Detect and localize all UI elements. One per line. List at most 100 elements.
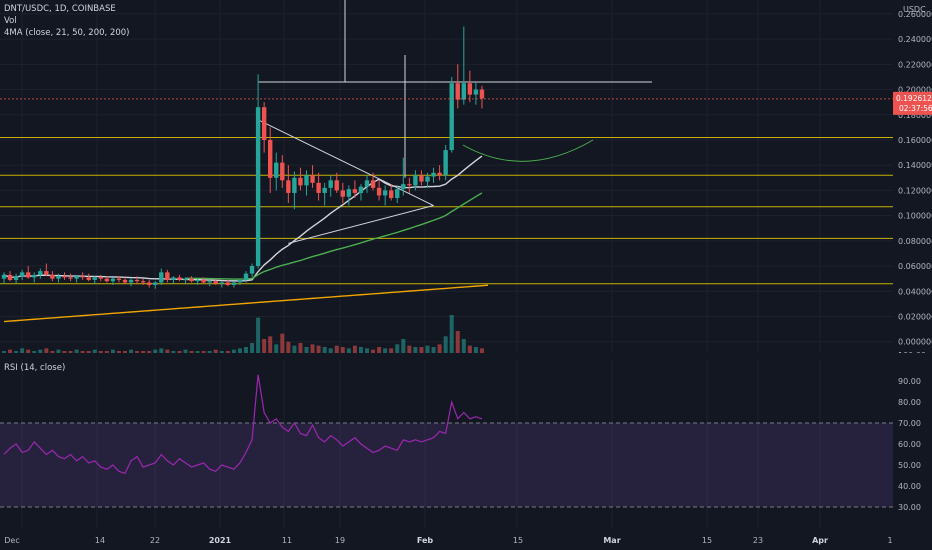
rsi-band-fill (0, 423, 893, 507)
volume-bar (213, 349, 218, 353)
volume-bar (14, 351, 19, 353)
volume-bar (407, 345, 412, 353)
time-tick-label: Feb (417, 536, 434, 545)
volume-bar (195, 351, 200, 353)
candle-body (261, 107, 267, 140)
candle-body (50, 274, 55, 279)
candle-body (328, 180, 333, 188)
candle-body (26, 272, 31, 278)
candle-body (171, 277, 176, 280)
volume-bar (225, 351, 230, 353)
candle-body (7, 274, 13, 280)
rsi-line (3, 374, 483, 475)
volume-bar (280, 333, 285, 353)
candle-body (140, 281, 146, 283)
volume-bar (62, 351, 67, 353)
candle-body (237, 279, 243, 283)
candle-body (255, 107, 261, 267)
volume-bar (371, 349, 376, 353)
currency-label: USDC (903, 5, 926, 14)
volume-bar (352, 345, 357, 353)
candle-body (376, 187, 382, 196)
candle-body (19, 272, 25, 277)
rsi-tick-label: 70.00 (898, 419, 921, 428)
rsi-tick-label: 80.00 (898, 398, 921, 407)
price-chart[interactable] (0, 0, 893, 353)
candle-body (68, 277, 73, 279)
current-price-value: 0.192612 (896, 94, 932, 103)
volume-bar (177, 351, 182, 353)
volume-indicator-label[interactable]: Vol (4, 16, 17, 26)
volume-bar (116, 351, 121, 353)
candle-body (80, 276, 85, 278)
candle-body (467, 83, 473, 95)
cup-curve (462, 139, 594, 162)
volume-bar (449, 315, 454, 353)
candle-body (201, 279, 206, 283)
ma-indicator-label[interactable]: 4MA (close, 21, 50, 200, 200) (4, 28, 130, 38)
ma-line-200 (3, 284, 489, 323)
candle-body (286, 180, 291, 193)
rsi-tick-label: 40.00 (898, 482, 921, 491)
volume-bar (135, 351, 140, 353)
volume-bar (8, 349, 13, 353)
volume-bar (153, 349, 158, 353)
volume-bar (340, 347, 345, 353)
time-tick-label: 15 (702, 536, 712, 545)
volume-bar (419, 347, 424, 353)
volume-bar (473, 347, 478, 353)
candle-body (449, 83, 454, 151)
volume-bar (377, 347, 382, 353)
rsi-indicator-label[interactable]: RSI (14, close) (4, 363, 66, 373)
volume-bar (86, 351, 91, 353)
candle-body (419, 175, 424, 182)
candle-body (116, 278, 122, 280)
volume-bar (425, 345, 430, 353)
rsi-legend: RSI (14, close) (4, 362, 65, 374)
candle-body (455, 83, 460, 100)
volume-bar (171, 351, 176, 353)
rsi-tick-label: 50.00 (898, 461, 921, 470)
volume-bar (443, 336, 448, 353)
symbol-title[interactable]: DNT/USDC, 1D, COINBASE (4, 4, 116, 14)
volume-bar (401, 339, 406, 353)
volume-bar (80, 351, 85, 353)
chart-legend: DNT/USDC, 1D, COINBASE Vol 4MA (close, 2… (4, 3, 129, 39)
rsi-tick-label: 90.00 (898, 377, 921, 386)
time-axis[interactable]: Dec 14 22 2021 11 19 Feb 15 Mar 15 23 Apr 1 (0, 528, 893, 550)
candle-body (316, 182, 321, 193)
candle-body (358, 186, 364, 193)
candle-body (177, 277, 182, 280)
volume-bar (455, 331, 460, 353)
candle-body (32, 274, 37, 278)
candle-body (479, 89, 485, 99)
volume-bar (129, 349, 134, 353)
candle-body (395, 189, 400, 198)
volume-bar (2, 351, 6, 353)
time-tick-label: Mar (603, 536, 620, 545)
candle-body (56, 276, 61, 279)
volume-bar (310, 344, 315, 353)
time-tick-label: 14 (95, 536, 105, 545)
volume-bar (183, 349, 188, 353)
volume-bar (38, 349, 43, 353)
rsi-axis[interactable]: 90.00 80.00 70.00 60.00 50.00 40.00 30.00 (893, 360, 932, 528)
candle-body (334, 180, 339, 191)
candle-body (189, 278, 194, 282)
volume-bar (461, 339, 466, 353)
volume-bar (346, 348, 351, 353)
candle-body (443, 150, 448, 176)
candle-body (225, 282, 231, 285)
candle-body (74, 276, 79, 279)
candle-body (147, 282, 152, 285)
candle-body (231, 282, 237, 285)
volume-bar (32, 351, 37, 353)
rsi-chart[interactable] (0, 360, 893, 528)
candle-body (128, 279, 134, 283)
